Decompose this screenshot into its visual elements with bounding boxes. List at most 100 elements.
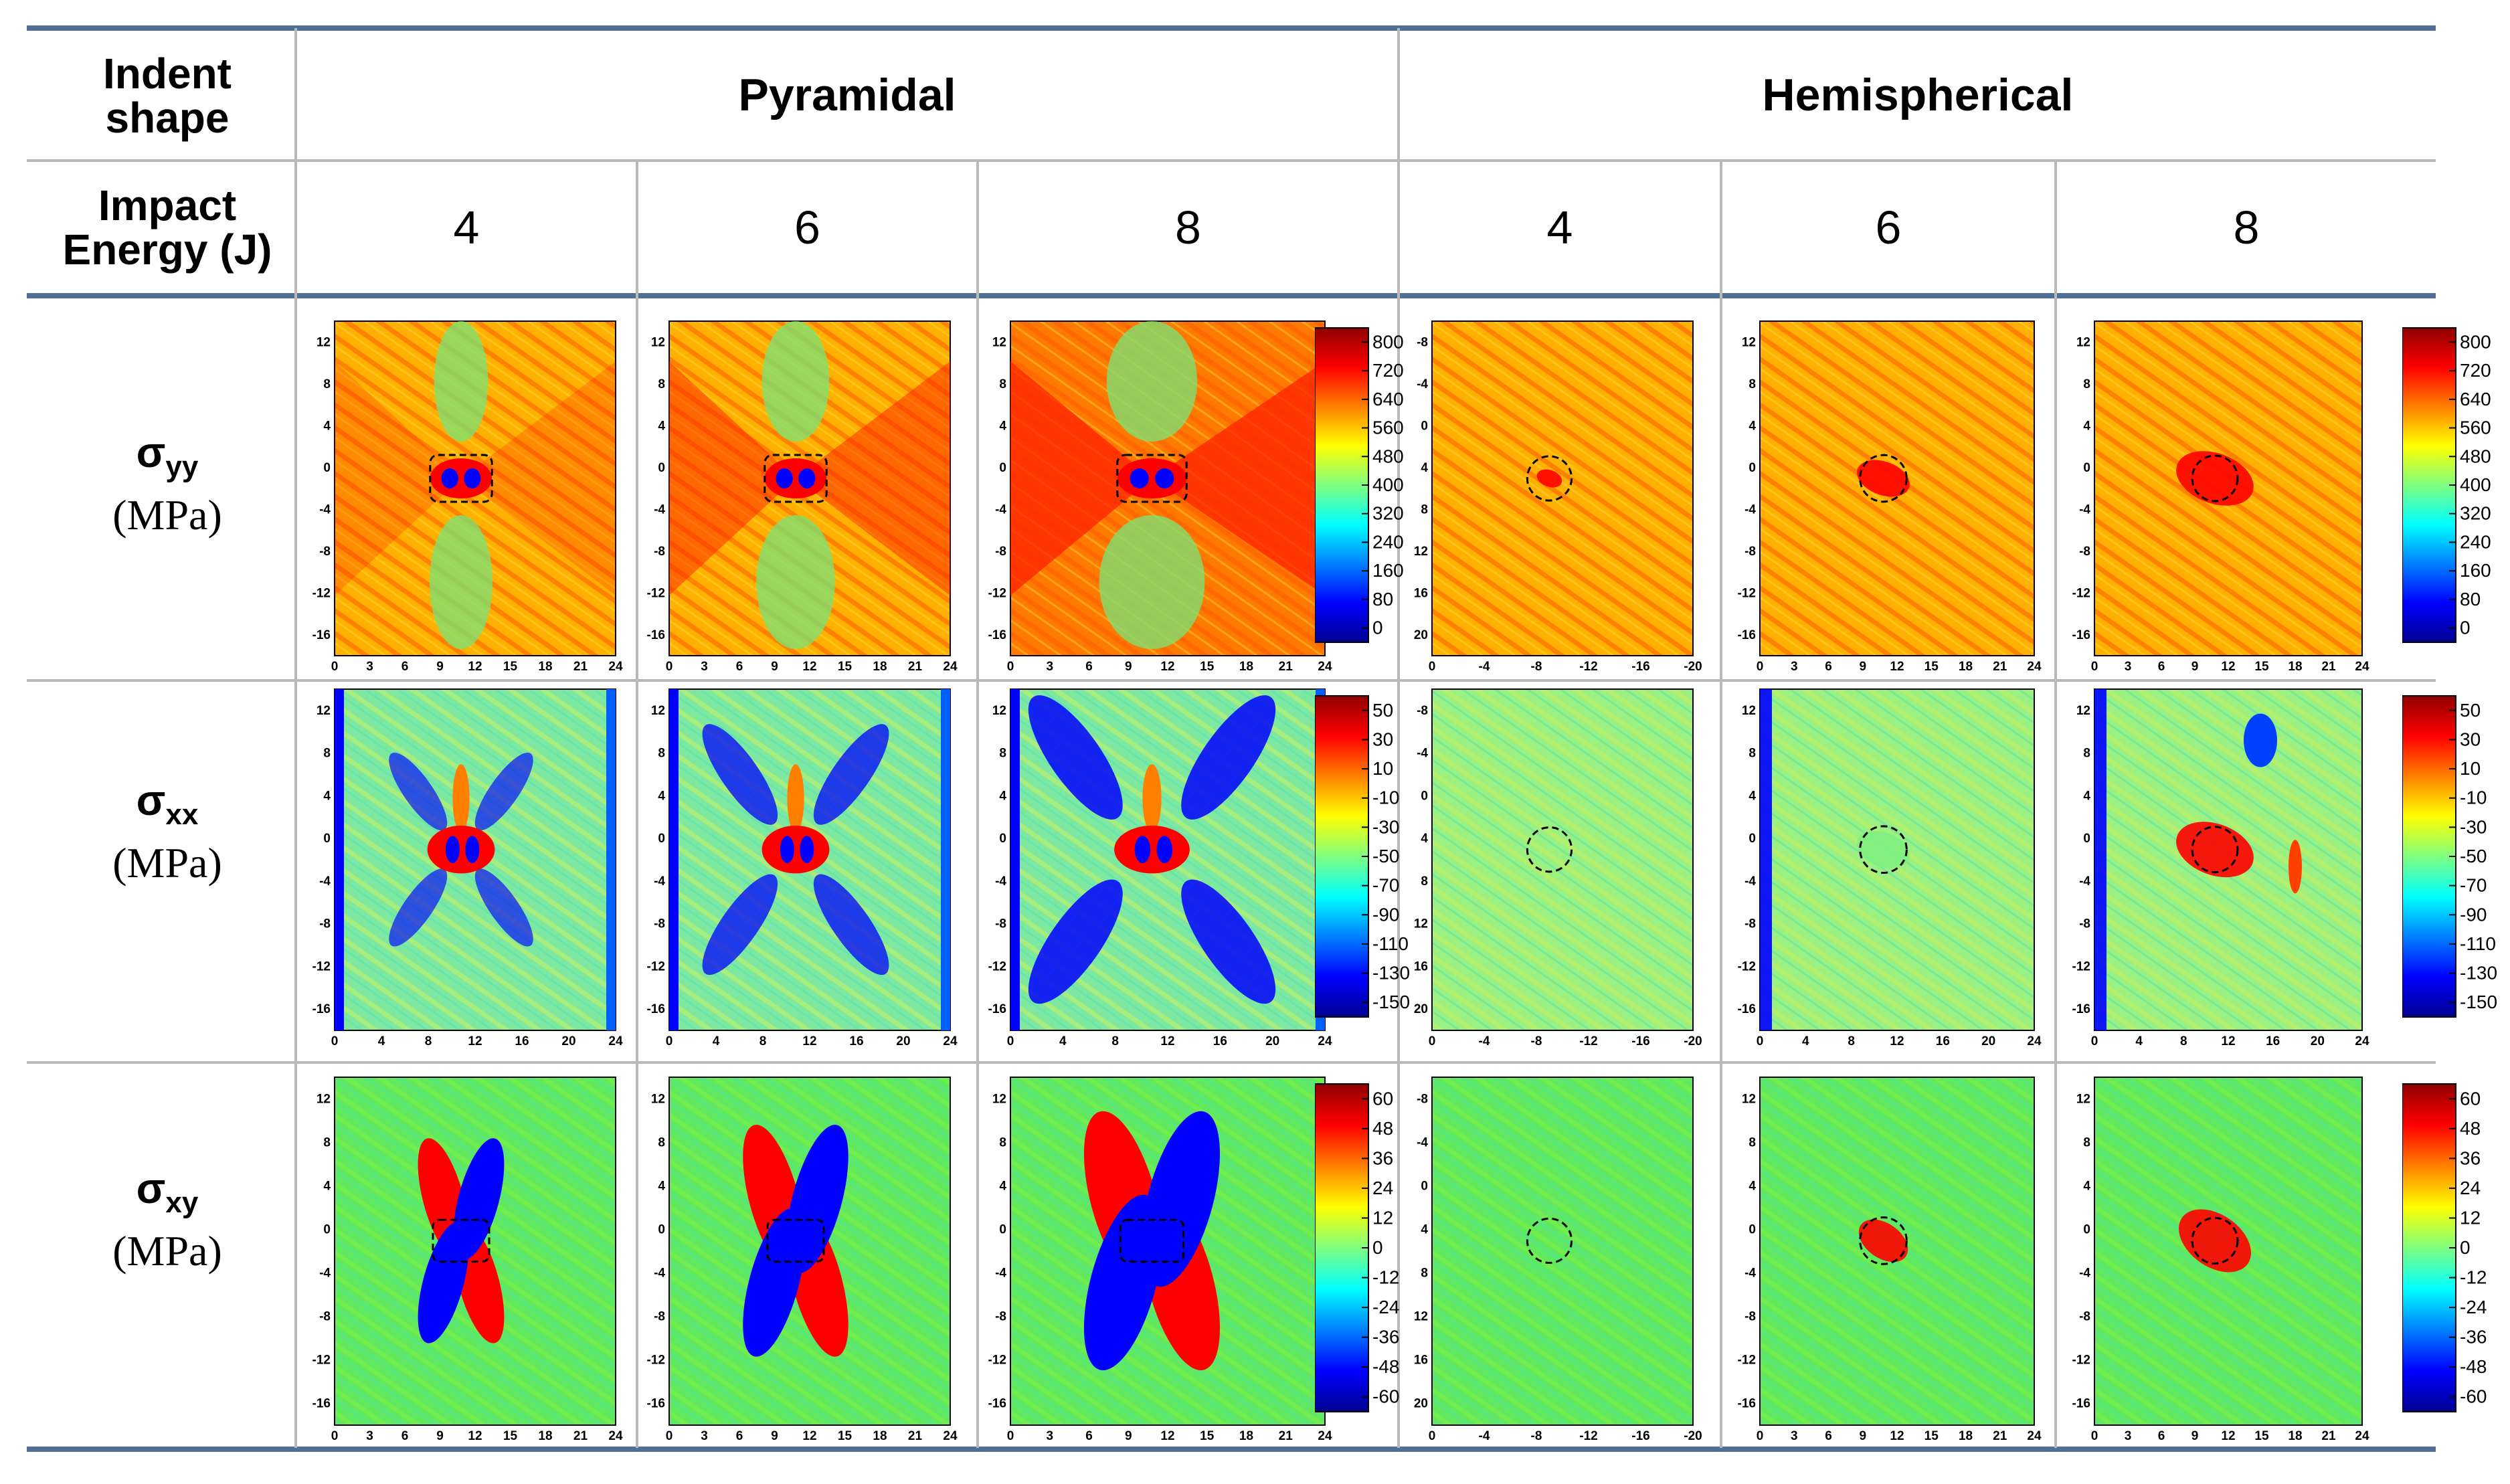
y-tick-label: 8 bbox=[1421, 502, 1428, 517]
colorbar-tick-label: 0 bbox=[1372, 1237, 1383, 1258]
x-tick-label: 16 bbox=[1213, 1034, 1227, 1048]
colorbar-gradient bbox=[2402, 327, 2456, 643]
plot-area bbox=[1010, 688, 1326, 1031]
y-tick-label: 8 bbox=[323, 1136, 331, 1150]
x-tick-label: 20 bbox=[1981, 1034, 1995, 1048]
colorbar-tick-label: 720 bbox=[2460, 360, 2491, 381]
energy-p6: 6 bbox=[794, 201, 820, 254]
x-tick-label: -20 bbox=[1684, 1429, 1702, 1443]
colorbar-tick-label: 240 bbox=[2460, 531, 2491, 552]
axis-ticks: 0 -4 -8 -12 -16 -20 -8 -4 0 4 8 12 16 20 bbox=[1414, 704, 1702, 1048]
x-tick-label: 12 bbox=[802, 660, 816, 674]
x-tick-label: 0 bbox=[1757, 1034, 1764, 1048]
y-tick-label: -16 bbox=[1738, 628, 1756, 642]
y-tick-label: -12 bbox=[647, 1354, 665, 1368]
x-tick-label: 21 bbox=[1279, 660, 1293, 674]
y-tick-label: 0 bbox=[1421, 789, 1428, 803]
x-tick-label: 6 bbox=[2158, 660, 2165, 674]
y-tick-label: 12 bbox=[1414, 545, 1428, 559]
colorbar-tick-label: 12 bbox=[2460, 1207, 2481, 1228]
y-tick-label: 4 bbox=[2083, 789, 2090, 803]
contour-plot: 0 4 8 12 16 20 24 12 8 4 0 -4 -8 -12 -16 bbox=[312, 688, 623, 1048]
colorbar-tick-label: -60 bbox=[1372, 1386, 1399, 1407]
x-tick-label: 12 bbox=[802, 1429, 816, 1443]
colorbar-tick-label: -10 bbox=[2460, 787, 2487, 808]
colorbar: 800 720 640 560 480 400 320 240 160 80 0 bbox=[1315, 324, 1422, 652]
x-tick-label: 6 bbox=[401, 660, 409, 674]
x-tick-label: 0 bbox=[1007, 1034, 1014, 1048]
row-label-sxy: σxy (MPa) bbox=[40, 1164, 294, 1275]
x-tick-label: 18 bbox=[2288, 1429, 2302, 1443]
x-tick-label: 18 bbox=[538, 660, 552, 674]
x-tick-label: 6 bbox=[736, 660, 743, 674]
y-tick-label: -4 bbox=[1417, 747, 1428, 761]
energy-h8: 8 bbox=[2233, 201, 2260, 254]
y-tick-label: 16 bbox=[1414, 1354, 1428, 1368]
colorbar-tick-label: 36 bbox=[1372, 1147, 1393, 1168]
contour-panel: 0 4 8 12 16 20 24 12 8 4 0 -4 -8 -12 -16 bbox=[1733, 682, 2048, 1057]
col-divider-p8 bbox=[976, 161, 979, 1448]
contour-panel: 0 -4 -8 -12 -16 -20 -8 -4 0 4 8 12 16 20 bbox=[1405, 314, 1706, 682]
y-tick-label: -4 bbox=[1744, 874, 1756, 889]
y-tick-label: 0 bbox=[658, 1223, 665, 1237]
colorbar-tick-label: -10 bbox=[1372, 787, 1399, 808]
colorbar-tick-label: 480 bbox=[2460, 446, 2491, 466]
y-tick-label: -8 bbox=[654, 1310, 665, 1324]
colorbar-tick-label: 50 bbox=[1372, 700, 1393, 721]
x-tick-label: 18 bbox=[2288, 660, 2302, 674]
plot-area bbox=[668, 1077, 951, 1426]
x-tick-label: 15 bbox=[1924, 660, 1939, 674]
plot-area bbox=[1759, 688, 2035, 1031]
y-tick-label: 12 bbox=[1742, 704, 1756, 718]
y-tick-label: -12 bbox=[312, 1354, 331, 1368]
x-tick-label: 15 bbox=[1200, 660, 1215, 674]
y-tick-label: -16 bbox=[2072, 1397, 2090, 1411]
y-tick-label: 0 bbox=[999, 1223, 1006, 1237]
energy-h4: 4 bbox=[1546, 201, 1573, 254]
y-tick-label: -8 bbox=[654, 545, 665, 559]
y-tick-label: 8 bbox=[323, 377, 331, 391]
x-tick-label: 8 bbox=[425, 1034, 432, 1048]
x-tick-label: 21 bbox=[908, 660, 923, 674]
contour-plot: 0 -4 -8 -12 -16 -20 -8 -4 0 4 8 12 16 20 bbox=[1414, 1077, 1702, 1443]
y-tick-label: 12 bbox=[1742, 1093, 1756, 1107]
x-tick-label: 9 bbox=[2191, 660, 2199, 674]
contour-plot: 0 3 6 9 12 15 18 21 24 12 8 4 0 -4 -8 -12 -16 bbox=[988, 320, 1332, 674]
x-tick-label: 0 bbox=[1757, 660, 1764, 674]
colorbar-tick-label: -48 bbox=[1372, 1356, 1399, 1377]
colorbar-tick-label: 320 bbox=[2460, 503, 2491, 524]
colorbar-tick-label: 0 bbox=[2460, 1237, 2471, 1258]
colorbar-tick-label: -150 bbox=[2460, 992, 2497, 1012]
y-tick-label: -4 bbox=[2079, 874, 2090, 889]
x-tick-label: -8 bbox=[1531, 1034, 1542, 1048]
contour-panel: 0 3 6 9 12 15 18 21 24 12 8 4 0 -4 -8 -12 -16 bbox=[642, 314, 964, 682]
contour-plot: 0 3 6 9 12 15 18 21 24 12 8 4 0 -4 -8 -12 -16 bbox=[2072, 1077, 2369, 1443]
contour-panel: 0 3 6 9 12 15 18 21 24 12 8 4 0 -4 -8 -12 -16 bbox=[308, 1071, 629, 1452]
col-divider-h8 bbox=[2054, 161, 2057, 1448]
y-tick-label: -16 bbox=[647, 1002, 665, 1016]
y-tick-label: -8 bbox=[319, 545, 331, 559]
y-tick-label: -4 bbox=[1417, 1136, 1428, 1150]
y-tick-label: 8 bbox=[1421, 1267, 1428, 1281]
y-tick-label: -4 bbox=[1744, 1267, 1756, 1281]
colorbar-tick-label: 10 bbox=[2460, 758, 2481, 779]
contour-panel: 0 3 6 9 12 15 18 21 24 12 8 4 0 -4 -8 -12 -16 bbox=[1733, 314, 2048, 682]
y-tick-label: -8 bbox=[319, 1310, 331, 1324]
y-tick-label: 4 bbox=[1421, 461, 1428, 475]
y-tick-label: 16 bbox=[1414, 959, 1428, 973]
axis-ticks: 0 4 8 12 16 20 24 12 8 4 0 -4 -8 -12 -16 bbox=[2072, 704, 2369, 1048]
colorbar-tick-label: -70 bbox=[2460, 875, 2487, 896]
colorbar: 50 30 10 -10 -30 -50 -70 -90 -110 -130 -150 bbox=[1315, 692, 1422, 1027]
contour-panel: 0 4 8 12 16 20 24 12 8 4 0 -4 -8 -12 -16 bbox=[984, 682, 1338, 1057]
x-tick-label: 9 bbox=[436, 1429, 444, 1443]
x-tick-label: 9 bbox=[1125, 660, 1132, 674]
y-tick-label: -12 bbox=[2072, 959, 2090, 973]
y-tick-label: -8 bbox=[1744, 545, 1756, 559]
contour-panel: 0 3 6 9 12 15 18 21 24 12 8 4 0 -4 -8 -12 -16 bbox=[2068, 314, 2375, 682]
contour-panel: 0 -4 -8 -12 -16 -20 -8 -4 0 4 8 12 16 20 bbox=[1405, 682, 1706, 1057]
y-tick-label: 8 bbox=[2083, 747, 2090, 761]
x-tick-label: 15 bbox=[503, 660, 518, 674]
colorbar-tick-label: -70 bbox=[1372, 875, 1399, 896]
row-unit: (MPa) bbox=[112, 490, 222, 539]
x-tick-label: -8 bbox=[1531, 660, 1542, 674]
